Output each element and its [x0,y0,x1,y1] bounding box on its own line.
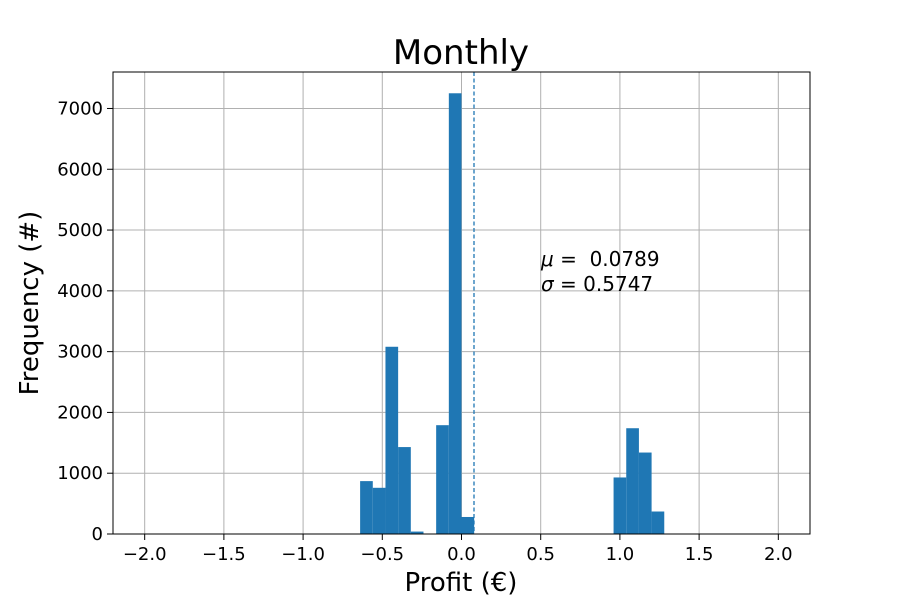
x-axis-label: Profit (€) [405,568,518,598]
mean-annotation: μ = 0.0789 [540,247,660,271]
mean-value: = 0.0789 [554,247,660,271]
histogram-bar [448,93,462,535]
histogram-bar [436,425,449,534]
histogram-bar [360,481,373,534]
x-tick-label: −0.5 [360,544,404,565]
histogram-bar [638,452,652,534]
y-tick-label: 5000 [57,220,103,241]
bars [360,93,665,535]
histogram-bar [626,428,639,534]
y-tick-label: 6000 [57,159,103,180]
histogram-bar [410,531,424,534]
std-value: = 0.5747 [554,272,653,296]
y-tick-label: 1000 [57,463,103,484]
x-tick-label: −1.0 [281,544,325,565]
histogram-bar [398,447,411,534]
x-tick-label: −1.5 [202,544,246,565]
y-tick-label: 4000 [57,281,103,302]
x-tick-label: 1.5 [685,544,714,565]
y-tick-label: 3000 [57,342,103,363]
x-ticks: −2.0 −1.5 −1.0 −0.5 0.0 0.5 1.0 1.5 2.0 [123,534,793,565]
chart-title: Monthly [393,33,529,73]
x-tick-label: 1.0 [606,544,635,565]
x-tick-label: 0.0 [447,544,476,565]
x-tick-label: 0.5 [526,544,555,565]
y-tick-label: 7000 [57,98,103,119]
histogram-bar [613,477,627,534]
mu-symbol: μ [540,247,554,271]
histogram-bar [461,516,475,534]
std-annotation: σ = 0.5747 [541,272,653,296]
sigma-symbol: σ [541,272,555,296]
x-tick-label: −2.0 [123,544,167,565]
histogram-bar [651,511,665,534]
histogram-bar [372,487,386,534]
y-tick-label: 0 [92,524,103,545]
x-tick-label: 2.0 [764,544,793,565]
stats-annotation: μ = 0.0789 σ = 0.5747 [540,247,660,296]
y-tick-label: 2000 [57,402,103,423]
y-ticks: 0 1000 2000 3000 4000 5000 6000 7000 [57,98,113,545]
histogram-bar [385,346,399,534]
y-axis-label: Frequency (#) [15,211,45,396]
